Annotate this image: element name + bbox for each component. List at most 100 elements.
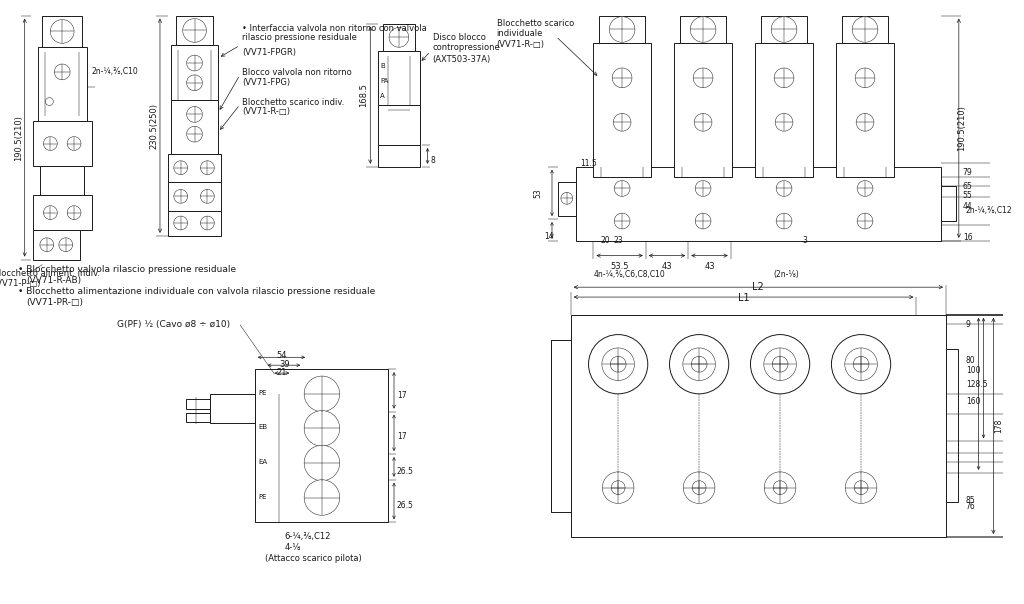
Bar xyxy=(378,106,420,145)
Circle shape xyxy=(693,68,713,88)
Text: L2: L2 xyxy=(753,282,764,292)
Text: 128.5: 128.5 xyxy=(966,380,987,389)
Bar xyxy=(941,187,955,221)
Circle shape xyxy=(609,17,635,42)
Text: (VV71-R-□): (VV71-R-□) xyxy=(242,108,290,117)
Circle shape xyxy=(174,190,187,204)
Text: 160: 160 xyxy=(966,397,980,406)
Circle shape xyxy=(776,213,792,229)
Text: Blocchetto aliment. indiv.: Blocchetto aliment. indiv. xyxy=(0,269,100,278)
Circle shape xyxy=(68,137,81,150)
Text: (VV71-PR-□): (VV71-PR-□) xyxy=(27,298,84,307)
Circle shape xyxy=(771,17,797,42)
Bar xyxy=(756,43,813,176)
Circle shape xyxy=(186,55,203,71)
Bar xyxy=(210,394,255,423)
Circle shape xyxy=(612,68,632,88)
Text: Blocchetto scarico: Blocchetto scarico xyxy=(497,19,573,28)
Text: 100: 100 xyxy=(966,366,980,375)
Circle shape xyxy=(764,472,796,504)
Text: 21: 21 xyxy=(276,368,287,377)
Text: 55: 55 xyxy=(963,191,973,201)
Text: 44: 44 xyxy=(963,202,973,211)
Circle shape xyxy=(602,348,635,381)
Bar xyxy=(168,182,221,211)
Circle shape xyxy=(695,181,711,196)
Circle shape xyxy=(186,75,203,91)
Text: PE: PE xyxy=(259,390,267,396)
Circle shape xyxy=(773,481,787,495)
Circle shape xyxy=(58,238,73,252)
Text: 65: 65 xyxy=(963,182,973,190)
Circle shape xyxy=(613,114,631,131)
Circle shape xyxy=(304,445,340,481)
Text: 4n-¼,⅜,C6,C8,C10: 4n-¼,⅜,C6,C8,C10 xyxy=(594,271,666,280)
Text: 2n-¼,⅜,C10: 2n-¼,⅜,C10 xyxy=(92,67,138,76)
Circle shape xyxy=(857,181,872,196)
Text: 190.5(210): 190.5(210) xyxy=(956,105,966,151)
Text: (VV71-FPG): (VV71-FPG) xyxy=(242,78,290,87)
Circle shape xyxy=(852,17,878,42)
Text: (VV71-FPGR): (VV71-FPGR) xyxy=(242,48,296,57)
Circle shape xyxy=(201,161,214,175)
Text: 20: 20 xyxy=(600,236,610,245)
Text: 53.5: 53.5 xyxy=(610,262,629,271)
Text: 2n-¼,⅜,C12: 2n-¼,⅜,C12 xyxy=(966,206,1013,215)
Text: Blocchetto scarico indiv.: Blocchetto scarico indiv. xyxy=(242,98,344,106)
Circle shape xyxy=(853,356,869,372)
Text: 85: 85 xyxy=(966,495,976,504)
Text: B: B xyxy=(380,63,385,69)
Circle shape xyxy=(683,472,715,504)
Bar xyxy=(41,165,84,195)
Circle shape xyxy=(174,216,187,230)
Bar xyxy=(378,145,420,167)
Circle shape xyxy=(856,114,873,131)
Bar xyxy=(675,43,732,176)
Bar xyxy=(185,399,210,409)
Text: 9: 9 xyxy=(966,320,971,329)
Text: (VV71-R-□): (VV71-R-□) xyxy=(497,40,545,50)
Bar xyxy=(168,154,221,182)
Text: 76: 76 xyxy=(966,503,976,512)
Text: rilascio pressione residuale: rilascio pressione residuale xyxy=(242,33,356,42)
Text: 6-¼,⅜,C12: 6-¼,⅜,C12 xyxy=(285,532,331,541)
Text: 16: 16 xyxy=(963,233,973,242)
Circle shape xyxy=(695,213,711,229)
Circle shape xyxy=(772,356,788,372)
Text: 23: 23 xyxy=(613,236,623,245)
Text: 43: 43 xyxy=(705,262,715,271)
Text: individuale: individuale xyxy=(497,30,543,39)
Circle shape xyxy=(831,335,891,394)
Bar xyxy=(171,100,218,154)
Text: 79: 79 xyxy=(963,168,973,177)
Text: 190.5(210): 190.5(210) xyxy=(13,115,23,161)
Circle shape xyxy=(304,480,340,515)
Circle shape xyxy=(845,348,878,381)
Text: PE: PE xyxy=(259,493,267,500)
Circle shape xyxy=(774,68,794,88)
Text: (AXT503-37A): (AXT503-37A) xyxy=(432,55,490,64)
Text: 4-⅛: 4-⅛ xyxy=(285,543,301,552)
Bar xyxy=(168,211,221,236)
Bar xyxy=(680,16,726,43)
Text: 168.5: 168.5 xyxy=(359,83,369,107)
Circle shape xyxy=(389,28,409,47)
Bar xyxy=(946,349,957,503)
Text: • Interfaccia valvola non ritorno con valvola: • Interfaccia valvola non ritorno con va… xyxy=(242,24,427,33)
Bar xyxy=(570,315,946,537)
Circle shape xyxy=(610,356,626,372)
Text: • Blocchetto valvola rilascio pressione residuale: • Blocchetto valvola rilascio pressione … xyxy=(17,266,236,274)
Text: 39: 39 xyxy=(280,360,290,369)
Circle shape xyxy=(691,356,707,372)
Text: EA: EA xyxy=(259,459,268,465)
Text: 3: 3 xyxy=(803,236,808,245)
Circle shape xyxy=(589,335,648,394)
Circle shape xyxy=(304,376,340,411)
Bar xyxy=(176,16,213,45)
Circle shape xyxy=(304,411,340,446)
Text: Disco blocco: Disco blocco xyxy=(432,33,485,42)
Text: (VV71-R-AB): (VV71-R-AB) xyxy=(27,276,82,285)
Text: L1: L1 xyxy=(737,293,750,303)
Text: Blocco valvola non ritorno: Blocco valvola non ritorno xyxy=(242,68,351,77)
Text: contropressione: contropressione xyxy=(432,43,501,53)
